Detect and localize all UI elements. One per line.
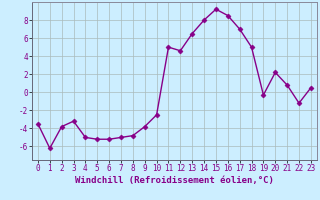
X-axis label: Windchill (Refroidissement éolien,°C): Windchill (Refroidissement éolien,°C) [75, 176, 274, 185]
